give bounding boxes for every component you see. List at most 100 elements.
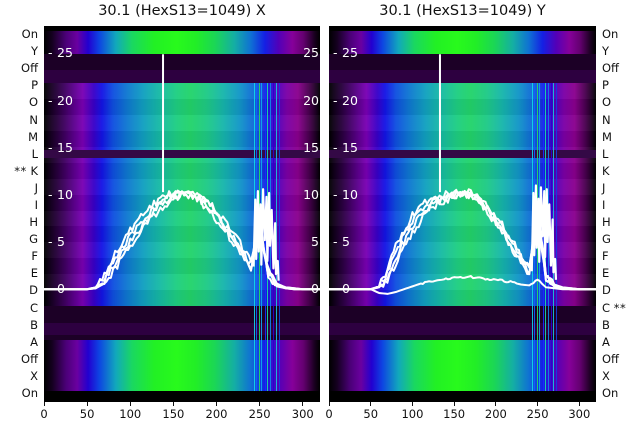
category-label-i-10: I — [602, 197, 606, 212]
panel-title-y: 30.1 (HexS13=1049) Y — [379, 3, 546, 19]
heatmap-row-band-5 — [44, 150, 320, 159]
category-label-d-15: D — [602, 283, 611, 298]
ytick-mirror-label-0: 0 — [311, 281, 319, 297]
xtick-50: 50 — [351, 402, 391, 420]
category-label-h-11: H — [602, 215, 611, 230]
ytick-label-0: -0 — [48, 281, 65, 297]
xtick-mark-200 — [216, 402, 217, 406]
category-label-l-7: L — [31, 146, 38, 161]
inner-yticks-right: -25 -20 -15 -10 -5 -0 — [329, 26, 389, 402]
heatmap-row-separator-2 — [44, 54, 320, 71]
ytick-mirror-label-5: 5 — [311, 234, 319, 250]
heatmap-streak-8 — [276, 83, 277, 392]
ytick-label-20: -20 — [48, 92, 73, 108]
xtick-100: 100 — [392, 402, 432, 420]
xtick-mark-50 — [86, 402, 88, 406]
category-label-o-4: O — [28, 95, 38, 110]
xtick-0: 0 — [24, 402, 64, 420]
heatmap-texture-row-1 — [329, 99, 596, 115]
category-label-on-0: On — [602, 27, 619, 42]
xtick-label-150: 150 — [443, 407, 466, 421]
ytick-label-5: -5 — [48, 234, 65, 250]
ytick-label-15: -15 — [333, 139, 358, 155]
heatmap-texture-row-7 — [44, 194, 320, 211]
ytick-label-15: -15 — [48, 139, 73, 155]
xtick-250: 250 — [240, 402, 280, 420]
heatmap-texture-row-3 — [329, 130, 596, 147]
heatmap-row-bright-1 — [44, 30, 320, 55]
profile-spike-cluster — [530, 184, 558, 280]
heatmap-row-separator-7 — [329, 306, 596, 324]
xtick-mark-250 — [537, 402, 539, 406]
heatmap-row-band-3 — [44, 70, 320, 84]
profile-curve-baseline — [329, 275, 587, 295]
heatmap-row-edge-0 — [329, 26, 596, 31]
ytick-mirror-label-15: 15 — [303, 139, 319, 155]
category-label-k-8: ** K — [14, 163, 38, 178]
category-label-n-5: N — [602, 112, 611, 127]
heatmap-texture-row-3 — [44, 130, 320, 147]
category-label-p-3: P — [31, 78, 38, 93]
category-label-p-3: P — [602, 78, 609, 93]
category-label-x-20: X — [30, 368, 38, 383]
xtick-label-250: 250 — [526, 407, 549, 421]
xtick-250: 250 — [518, 402, 558, 420]
category-label-off-19: Off — [21, 351, 38, 366]
xtick-mark-0 — [328, 402, 330, 406]
xtick-label-150: 150 — [162, 407, 185, 421]
heatmap-panel-x[interactable]: -25 -20 -15 -10 -5 -0 25 20 15 10 5 0 — [44, 26, 320, 402]
ytick-label-20: -20 — [333, 92, 358, 108]
profile-curve-profile-4 — [44, 190, 320, 291]
heatmap-streak-9 — [278, 83, 280, 392]
xtick-label-100: 100 — [401, 407, 424, 421]
xtick-label-0: 0 — [325, 407, 333, 421]
category-label-k-8: K — [602, 163, 610, 178]
xtick-mark-250 — [259, 402, 261, 406]
xtick-mark-200 — [495, 402, 497, 406]
category-label-g-12: G — [29, 232, 38, 247]
xtick-label-0: 0 — [40, 407, 48, 421]
heatmap-row-separator-7 — [44, 306, 320, 324]
category-axis-right: On Y Off P O N M L K J I H G F E D C ** B A Off X On — [598, 26, 640, 402]
category-label-on-21: On — [602, 385, 619, 400]
heatmap-texture-row-7 — [329, 194, 596, 211]
heatmap-texture-row-13 — [44, 290, 320, 307]
heatmap-texture-row-5 — [329, 162, 596, 179]
heatmap-texture-row-5 — [44, 162, 320, 179]
heatmap-row-separator-9 — [329, 335, 596, 341]
xtick-label-50: 50 — [79, 407, 95, 421]
category-label-n-5: N — [29, 112, 38, 127]
xtick-label-200: 200 — [484, 407, 507, 421]
ytick-label-5: -5 — [333, 234, 350, 250]
heatmap-panel-y[interactable]: -25 -20 -15 -10 -5 -0 — [329, 26, 596, 402]
profile-curves-x — [44, 54, 320, 291]
xtick-150: 150 — [434, 402, 474, 420]
profile-spike-cluster — [252, 188, 280, 281]
xtick-200: 200 — [197, 402, 237, 420]
category-label-off-19: Off — [602, 351, 619, 366]
xtick-300: 300 — [283, 402, 323, 420]
xtick-label-300: 300 — [568, 407, 591, 421]
category-label-l-7: L — [602, 146, 609, 161]
xtick-mark-150 — [453, 402, 455, 406]
category-label-a-18: A — [602, 334, 610, 349]
xtick-label-100: 100 — [119, 407, 142, 421]
xaxis-y-panel: 0 50 100 150 200 250 300 — [325, 402, 596, 436]
category-label-y-1: Y — [602, 44, 610, 59]
xaxis-x-panel: 0 50 100 150 200 250 300 — [40, 402, 323, 436]
ytick-label-10: -10 — [48, 186, 73, 202]
heatmap-row-band-8 — [44, 323, 320, 336]
ytick-label-25: -25 — [333, 45, 358, 61]
xtick-50: 50 — [67, 402, 107, 420]
xtick-mark-50 — [370, 402, 372, 406]
heatmap-row-band-5 — [329, 150, 596, 159]
category-label-f-13: F — [31, 249, 38, 264]
category-label-on-21: On — [21, 385, 38, 400]
heatmap-image-y — [329, 26, 596, 402]
xtick-mark-300 — [302, 402, 304, 406]
category-label-h-11: H — [29, 215, 38, 230]
heatmap-row-edge-0 — [44, 26, 320, 31]
heatmap-row-band-8 — [329, 323, 596, 336]
category-label-i-10: I — [34, 197, 38, 212]
category-label-o-4: O — [602, 95, 612, 110]
